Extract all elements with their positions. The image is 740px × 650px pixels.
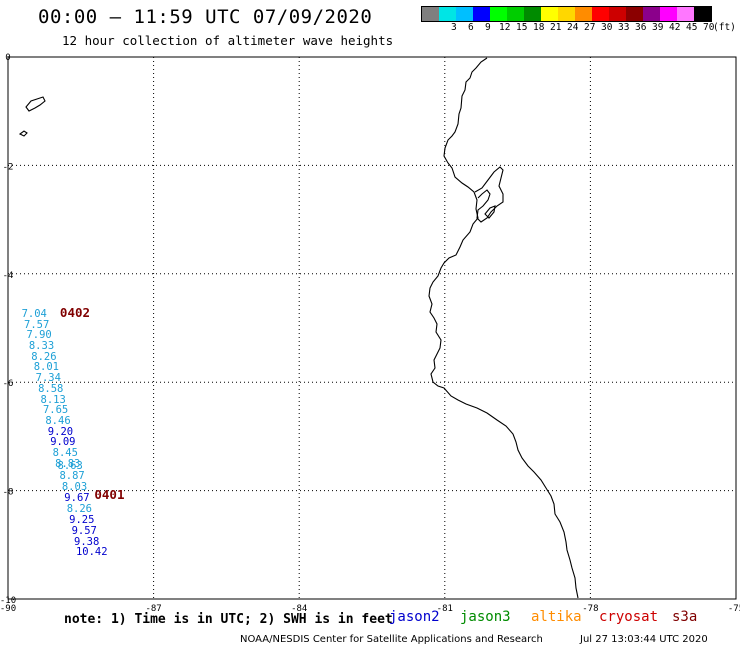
scale-label: 12: [499, 22, 511, 33]
galapagos-island-large: [25, 96, 46, 112]
wave-height-value: 8.26: [31, 350, 57, 363]
satellite-legend-item: cryosat: [599, 609, 659, 625]
wave-height-value: 8.58: [38, 382, 64, 395]
puna-island: [484, 205, 496, 219]
scale-label: 70: [703, 22, 715, 33]
scale-swatch: [609, 7, 626, 21]
scale-label: 45: [686, 22, 698, 33]
latitude-tick-label: 0: [5, 53, 10, 63]
scale-swatch: [473, 7, 490, 21]
satellite-legend-item: altika: [531, 609, 582, 625]
wave-height-value: 8.03: [61, 480, 88, 493]
scale-label: 9: [485, 22, 491, 33]
wave-height-value: 8.01: [33, 361, 60, 374]
wave-height-value: 9.38: [74, 535, 100, 548]
scale-swatch: [575, 7, 592, 21]
wave-height-value: 8.33: [28, 339, 55, 352]
wave-height-value: 7.04: [21, 307, 47, 320]
scale-swatch: [524, 7, 541, 21]
wave-height-value: 7.65: [42, 403, 69, 416]
pass-time-label: 0402: [59, 305, 91, 321]
scale-swatch: [694, 7, 711, 21]
longitude-tick-label: -75: [728, 604, 740, 614]
latitude-tick-label: -10: [0, 596, 16, 606]
map-title: 00:00 – 11:59 UTC 07/09/2020: [38, 6, 373, 28]
wave-height-value: 9.09: [50, 435, 76, 448]
axis-tick-labels: -90 -87 -84 -81 -78 -75 0 -2 -4 -6 -8 -10: [0, 53, 740, 614]
wave-height-value: 8.46: [45, 414, 71, 427]
latitude-tick-label: -2: [3, 162, 14, 172]
scale-label: 6: [468, 22, 474, 33]
galapagos-island-small: [18, 130, 28, 137]
longitude-tick-label: -78: [582, 604, 598, 614]
scale-label: 15: [516, 22, 528, 33]
scale-swatch: [490, 7, 507, 21]
wave-height-value: 9.67: [64, 492, 90, 505]
wave-height-value: 9.20: [47, 425, 74, 438]
map-frame: [7, 56, 737, 600]
scale-swatch: [592, 7, 609, 21]
generation-timestamp: Jul 27 13:03:44 UTC 2020: [580, 634, 708, 645]
longitude-tick-label: -87: [145, 604, 161, 614]
longitude-tick-label: -84: [291, 604, 307, 614]
credit-line: NOAA/NESDIS Center for Satellite Applica…: [240, 634, 543, 645]
satellite-legend-item: s3a: [672, 609, 698, 625]
scale-label: 30: [601, 22, 613, 33]
latitude-tick-label: -8: [3, 488, 14, 498]
wave-height-value: 8.26: [66, 503, 93, 516]
scale-swatch: [541, 7, 558, 21]
coastline-ecuador-peru: [428, 57, 579, 599]
wave-height-value: 8.83: [55, 457, 81, 470]
wave-height-value: 8.63: [57, 460, 83, 473]
scale-swatch: [507, 7, 524, 21]
scale-unit: (ft): [713, 22, 736, 33]
wave-height-value: 7.34: [35, 371, 61, 384]
longitude-tick-label: -90: [0, 604, 16, 614]
scale-label: 42: [669, 22, 681, 33]
scale-label: 39: [652, 22, 664, 33]
latitude-tick-label: -4: [3, 271, 14, 281]
wave-height-value: 7.90: [26, 329, 52, 342]
scale-label: 21: [550, 22, 562, 33]
coastline: [18, 57, 579, 599]
satellite-legend-item: jason3: [460, 609, 511, 625]
scale-label: 24: [567, 22, 579, 33]
scale-swatch: [558, 7, 575, 21]
wave-height-value: 10.42: [75, 545, 108, 558]
scale-swatch: [422, 7, 439, 21]
scale-swatch: [626, 7, 643, 21]
pass-time-label: 0401: [94, 487, 125, 503]
wave-height-value: 9.57: [71, 524, 97, 537]
scale-label: 36: [635, 22, 647, 33]
gulf-of-guayaquil: [474, 166, 504, 223]
units-note: note: 1) Time is in UTC; 2) SWH is in fe…: [64, 612, 393, 627]
longitude-tick-label: -81: [437, 604, 453, 614]
wave-height-value: 9.25: [69, 513, 95, 526]
scale-swatch: [439, 7, 456, 21]
map-subtitle: 12 hour collection of altimeter wave hei…: [62, 33, 394, 48]
scale-swatch: [456, 7, 473, 21]
wave-height-value: 8.45: [52, 446, 78, 459]
scale-swatch: [643, 7, 660, 21]
scale-label: 27: [584, 22, 596, 33]
graticule: [8, 57, 736, 599]
scale-label: 18: [533, 22, 545, 33]
scale-swatch: [677, 7, 694, 21]
wave-height-value: 8.13: [40, 393, 66, 406]
scale-label: 33: [618, 22, 630, 33]
scale-swatch: [660, 7, 677, 21]
satellite-legend-item: jason2: [389, 609, 440, 625]
scale-label: 3: [451, 22, 457, 33]
wave-height-value: 8.87: [59, 469, 85, 482]
wave-height-value: 7.57: [24, 318, 50, 331]
latitude-tick-label: -6: [3, 379, 14, 389]
wave-height-color-scale: [421, 6, 712, 22]
